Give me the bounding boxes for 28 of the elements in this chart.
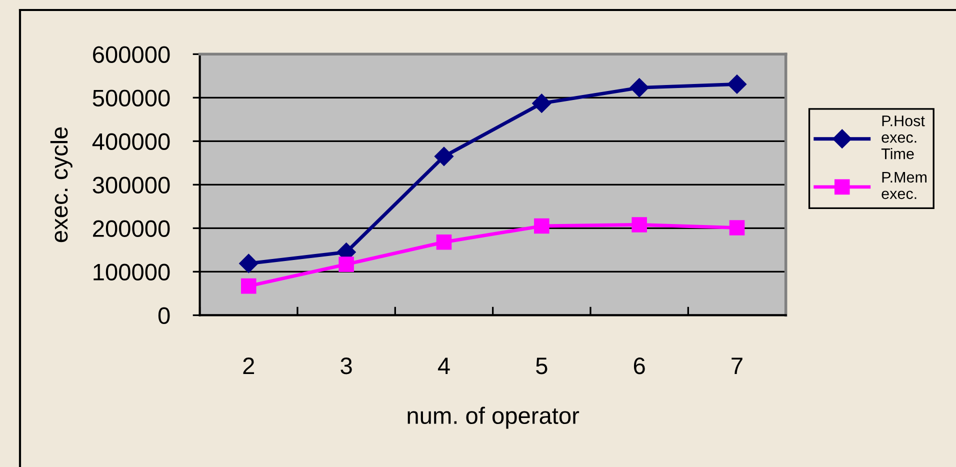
- y-tick-label: 500000: [92, 90, 170, 106]
- point: [630, 78, 649, 98]
- point: [727, 74, 747, 94]
- point: [532, 94, 552, 113]
- x-tick-label: 7: [732, 358, 742, 374]
- x-tick-label: 5: [536, 358, 548, 374]
- legend-label: P.Mem exec.: [882, 172, 926, 200]
- point: [338, 256, 354, 272]
- point: [632, 217, 647, 232]
- y-tick-label: 0: [158, 307, 170, 324]
- y-tick-label: 300000: [92, 176, 170, 194]
- x-tick-label: 3: [340, 358, 352, 374]
- x-tick-label: 2: [243, 358, 254, 374]
- y-axis-title: exec. cycle: [50, 127, 72, 242]
- legend-label: P.Host exec. Time: [881, 116, 925, 160]
- point: [434, 146, 454, 166]
- x-axis-title: num. of operator: [408, 406, 580, 429]
- y-tick-label: 200000: [93, 220, 170, 237]
- point: [729, 220, 745, 236]
- y-tick-label: 600000: [93, 46, 170, 63]
- x-tick-label: 6: [634, 358, 645, 374]
- y-tick-label: 100000: [94, 264, 170, 281]
- point: [239, 254, 258, 273]
- point: [436, 234, 452, 250]
- x-tick-label: 4: [438, 358, 450, 374]
- y-tick-label: 400000: [92, 133, 170, 150]
- point: [534, 218, 550, 234]
- point: [241, 278, 256, 294]
